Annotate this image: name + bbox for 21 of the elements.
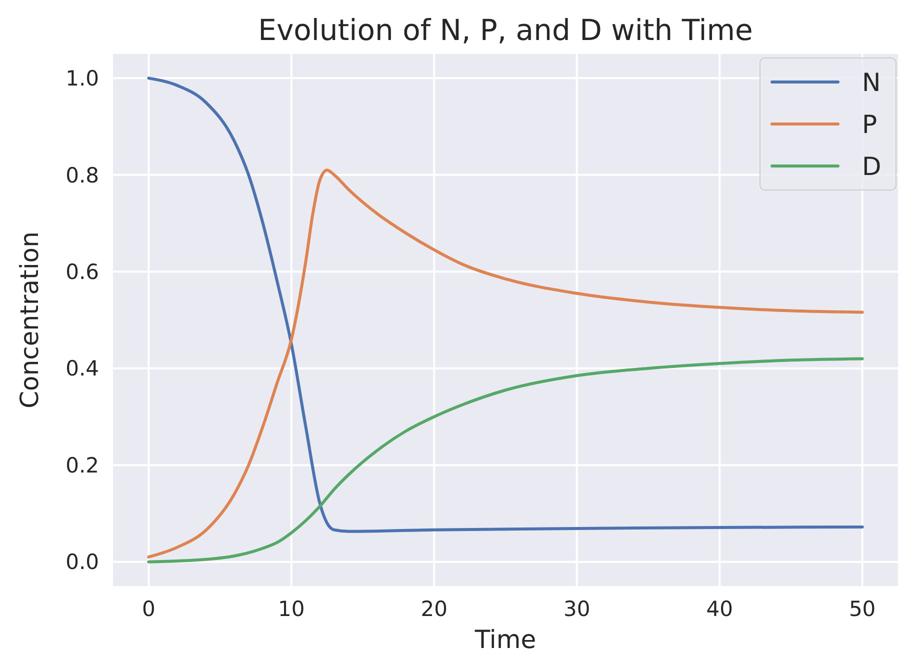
y-tick-label: 0.2 [66,453,99,478]
legend-label: D [862,152,882,181]
x-tick-label: 30 [563,597,590,621]
x-tick-label: 40 [706,597,733,621]
line-series [147,357,864,564]
y-tick-label: 0.0 [66,550,99,574]
x-axis-title: Time [474,625,536,654]
y-tick-label: 1.0 [66,66,99,91]
x-tick-label: 50 [848,597,876,621]
line-series [147,168,864,558]
x-tick-label: 10 [278,597,305,621]
chart-title: Evolution of N, P, and D with Time [258,13,753,47]
legend-label: P [862,110,878,139]
x-tick-label: 0 [142,597,156,621]
x-tick-label: 20 [420,597,448,621]
y-tick-label: 0.4 [66,356,99,381]
y-tick-label: 0.6 [66,260,99,284]
y-tick-label: 0.8 [66,163,99,188]
line-series [147,76,864,533]
y-axis-title: Concentration [15,232,44,408]
legend-label: N [862,68,881,97]
